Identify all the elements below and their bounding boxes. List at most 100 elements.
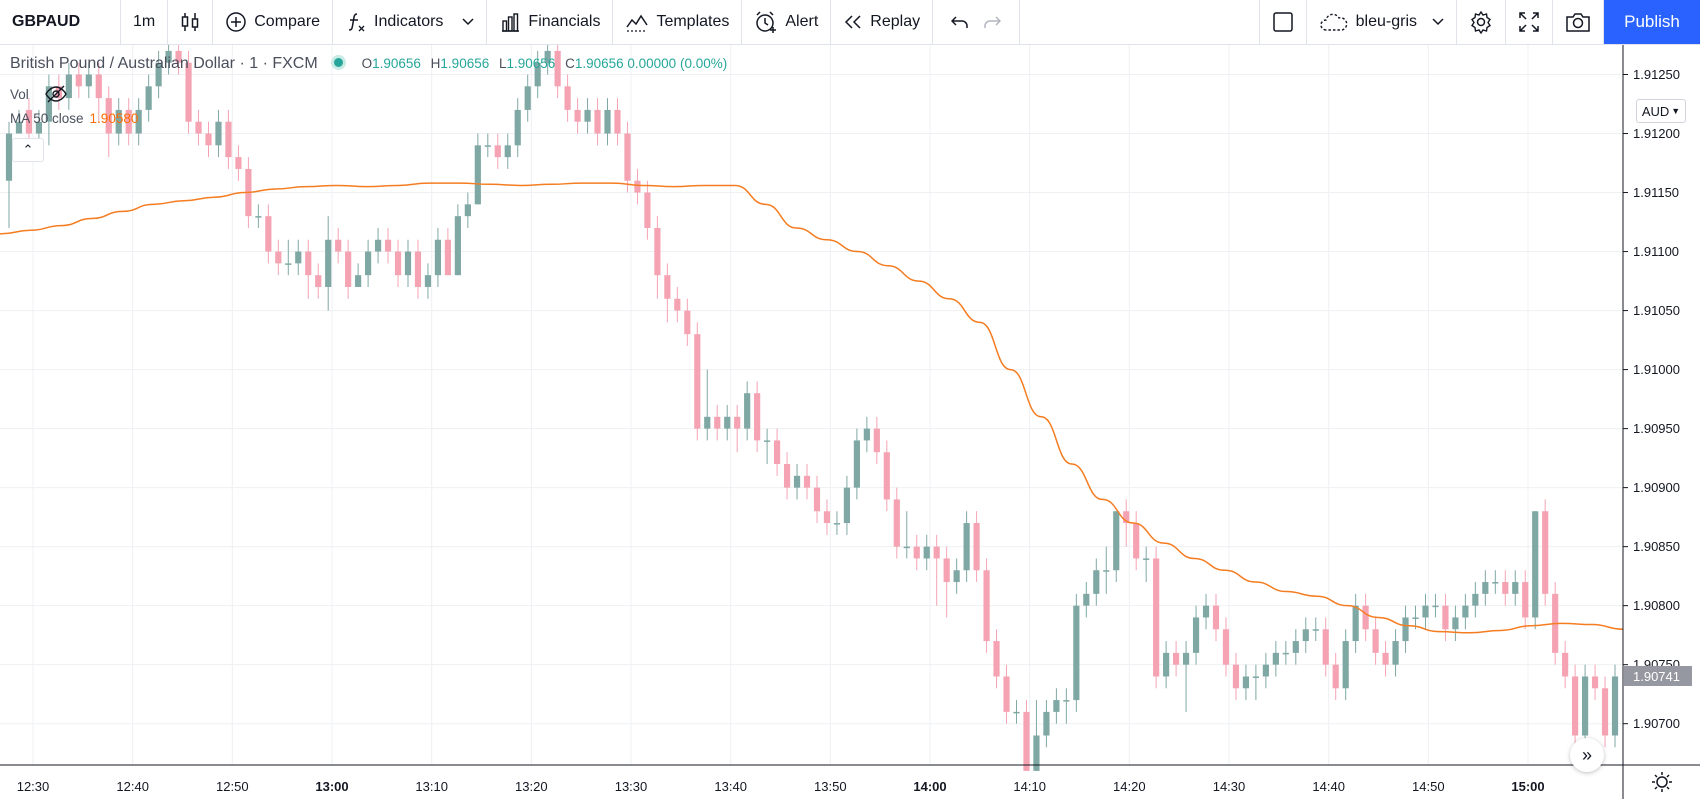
candles <box>5 39 1619 771</box>
candle-body <box>275 251 282 264</box>
candle-body <box>833 523 841 525</box>
collapse-legend-button[interactable]: ⌃ <box>12 138 44 162</box>
candle-body <box>1352 605 1359 642</box>
low-value: 1.90656 <box>506 56 556 71</box>
candle-body <box>684 310 691 335</box>
candle-body <box>893 499 900 547</box>
candle-body <box>1063 700 1070 702</box>
redo-icon[interactable] <box>983 15 1002 29</box>
candle-body <box>1262 664 1269 677</box>
candle-body <box>574 109 581 122</box>
candle-body <box>803 475 811 488</box>
candle-body <box>584 109 591 122</box>
chart-area[interactable]: 1.91250 1.91200 1.91150 1.91100 1.91050 1.910… <box>0 39 1700 799</box>
candle-body <box>664 275 671 299</box>
snapshot-button[interactable] <box>1553 0 1604 44</box>
candle-body <box>1302 629 1309 642</box>
time-tick-label: 14:30 <box>1213 779 1246 794</box>
candle-body <box>355 275 362 287</box>
candle-body <box>793 475 801 488</box>
compare-label: Compare <box>254 13 321 30</box>
cloud-icon <box>1319 12 1349 32</box>
indicators-button[interactable]: Indicators <box>333 0 488 44</box>
candle-body <box>1402 617 1409 642</box>
time-tick-label: 13:30 <box>615 779 648 794</box>
replay-label: Replay <box>870 13 921 30</box>
layout-button[interactable]: bleu-gris <box>1307 0 1457 44</box>
price-chart[interactable]: 1.91250 1.91200 1.91150 1.91100 1.91050 1.910… <box>0 39 1700 799</box>
candle-body <box>514 109 521 146</box>
candle-body <box>953 570 960 583</box>
ma-indicator-legend[interactable]: MA 50 close 1.90580 <box>10 111 138 126</box>
interval-button[interactable]: 1m <box>121 0 169 44</box>
candle-body <box>1023 711 1030 771</box>
candle-body <box>1542 511 1549 594</box>
chevron-down-icon[interactable] <box>462 18 474 26</box>
time-tick-label: 14:40 <box>1312 779 1345 794</box>
last-price-tag: 1.90741 <box>1624 666 1692 686</box>
publish-label: Publish <box>1624 12 1680 31</box>
candle-body <box>1093 570 1100 594</box>
open-value: 1.90656 <box>372 56 421 71</box>
candle-body <box>1342 641 1349 689</box>
time-tick-label: 13:10 <box>415 779 448 794</box>
candle-body <box>1083 593 1090 606</box>
indicators-label: Indicators <box>374 13 444 30</box>
alert-button[interactable]: Alert <box>742 0 832 44</box>
candle-body <box>115 109 122 134</box>
templates-button[interactable]: Templates <box>613 0 743 44</box>
symbol-search-button[interactable]: GBPAUD <box>0 0 121 44</box>
candle-body <box>424 275 432 287</box>
publish-button[interactable]: Publish <box>1604 0 1700 44</box>
candle-body <box>933 546 940 559</box>
candle-body <box>524 86 531 110</box>
candle-body <box>1332 664 1339 689</box>
candle-body <box>1312 629 1319 631</box>
chart-type-button[interactable] <box>168 0 214 44</box>
candle-body <box>225 121 232 158</box>
candle-body <box>1173 652 1180 665</box>
settings-button[interactable] <box>1457 0 1506 44</box>
candle-body <box>554 50 561 87</box>
templates-label: Templates <box>656 13 730 30</box>
candle-body <box>15 121 23 134</box>
fullscreen-button[interactable] <box>1506 0 1553 44</box>
scroll-to-realtime-button[interactable]: » <box>1570 738 1604 772</box>
candle-body <box>155 62 162 87</box>
financials-button[interactable]: Financials <box>487 0 614 44</box>
candle-body <box>853 440 860 488</box>
eye-crossed-icon[interactable] <box>44 85 67 106</box>
candle-body <box>1163 652 1170 677</box>
candle-body <box>1103 570 1110 572</box>
candle-body <box>714 416 721 429</box>
select-box-button[interactable] <box>1258 0 1307 44</box>
candle-body <box>1212 605 1220 630</box>
compare-button[interactable]: Compare <box>213 0 334 44</box>
chevron-down-icon[interactable] <box>1432 18 1444 26</box>
candle-body <box>1412 617 1419 619</box>
close-key: C <box>565 56 575 71</box>
candle-body <box>1502 582 1509 594</box>
candle-body <box>1282 652 1289 655</box>
candle-body <box>25 109 33 134</box>
price-tick-label: 1.91100 <box>1633 244 1679 259</box>
vol-indicator-legend[interactable]: Vol <box>10 85 67 106</box>
candle-body <box>1432 605 1439 608</box>
candle-body <box>1182 652 1190 665</box>
candle-body <box>1153 558 1160 677</box>
bar-chart-icon <box>499 11 521 33</box>
candle-body <box>943 558 950 583</box>
last-price-value: 1.90741 <box>1633 669 1680 684</box>
replay-button[interactable]: Replay <box>831 0 934 44</box>
time-tick-label: 13:00 <box>315 779 348 794</box>
series-title: British Pound / Australian Dollar · 1 · … <box>10 55 318 72</box>
candle-body <box>843 487 851 524</box>
candle-body <box>1222 629 1230 665</box>
candle-body <box>1452 617 1459 630</box>
candle-body <box>1611 676 1619 736</box>
undo-icon[interactable] <box>951 15 969 29</box>
candle-body <box>464 204 471 217</box>
candle-body <box>335 239 342 252</box>
toolbar-spacer <box>1020 0 1259 44</box>
currency-button[interactable]: AUD ▼ <box>1636 99 1686 123</box>
